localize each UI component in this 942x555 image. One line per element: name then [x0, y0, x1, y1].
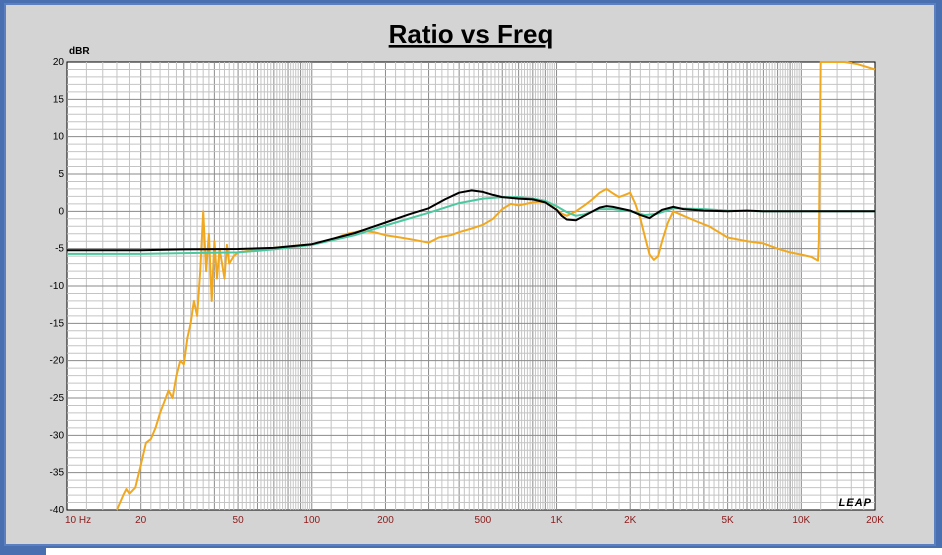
y-tick-label: 10: [53, 132, 65, 143]
grid-lines: [67, 62, 875, 510]
x-tick-label: 5K: [722, 515, 735, 526]
y-tick-label: -35: [50, 468, 65, 479]
y-tick-label: 20: [53, 57, 65, 68]
y-tick-label: -20: [50, 356, 65, 367]
data-series: [67, 61, 876, 511]
y-tick-label: 5: [58, 169, 64, 180]
x-tick-label: 500: [475, 515, 492, 526]
x-tick-label: 1K: [550, 515, 563, 526]
series-line-3: [67, 189, 875, 252]
x-tick-label: 10 Hz: [65, 515, 91, 526]
y-tick-label: 0: [58, 206, 64, 217]
y-tick-label: -30: [50, 430, 65, 441]
x-tick-label: 200: [377, 515, 394, 526]
x-tick-label: 50: [233, 515, 245, 526]
y-tick-label: 15: [53, 94, 65, 105]
series-line-1: [116, 61, 876, 511]
y-tick-labels: 20 15 10 5 0 -5 -10 -15 -20 -25 -30 -35 -40: [50, 57, 65, 516]
y-tick-label: -40: [50, 505, 65, 516]
y-tick-label: -5: [55, 244, 64, 255]
y-tick-label: -15: [50, 318, 65, 329]
y-tick-label: -10: [50, 281, 65, 292]
x-tick-label: 10K: [792, 515, 810, 526]
y-axis-label: dBR: [69, 46, 90, 57]
x-tick-labels: 10 Hz 20 50 100 200 500 1K 2K 5K 10K 20K: [65, 515, 884, 526]
x-tick-label: 2K: [624, 515, 637, 526]
x-tick-label: 20K: [866, 515, 884, 526]
leap-watermark: LEAP: [839, 497, 872, 509]
window-bottom-strip: [46, 548, 942, 555]
x-tick-label: 20: [135, 515, 147, 526]
y-tick-label: -25: [50, 393, 65, 404]
x-tick-label: 100: [303, 515, 320, 526]
chart-title: Ratio vs Freq: [389, 19, 554, 49]
